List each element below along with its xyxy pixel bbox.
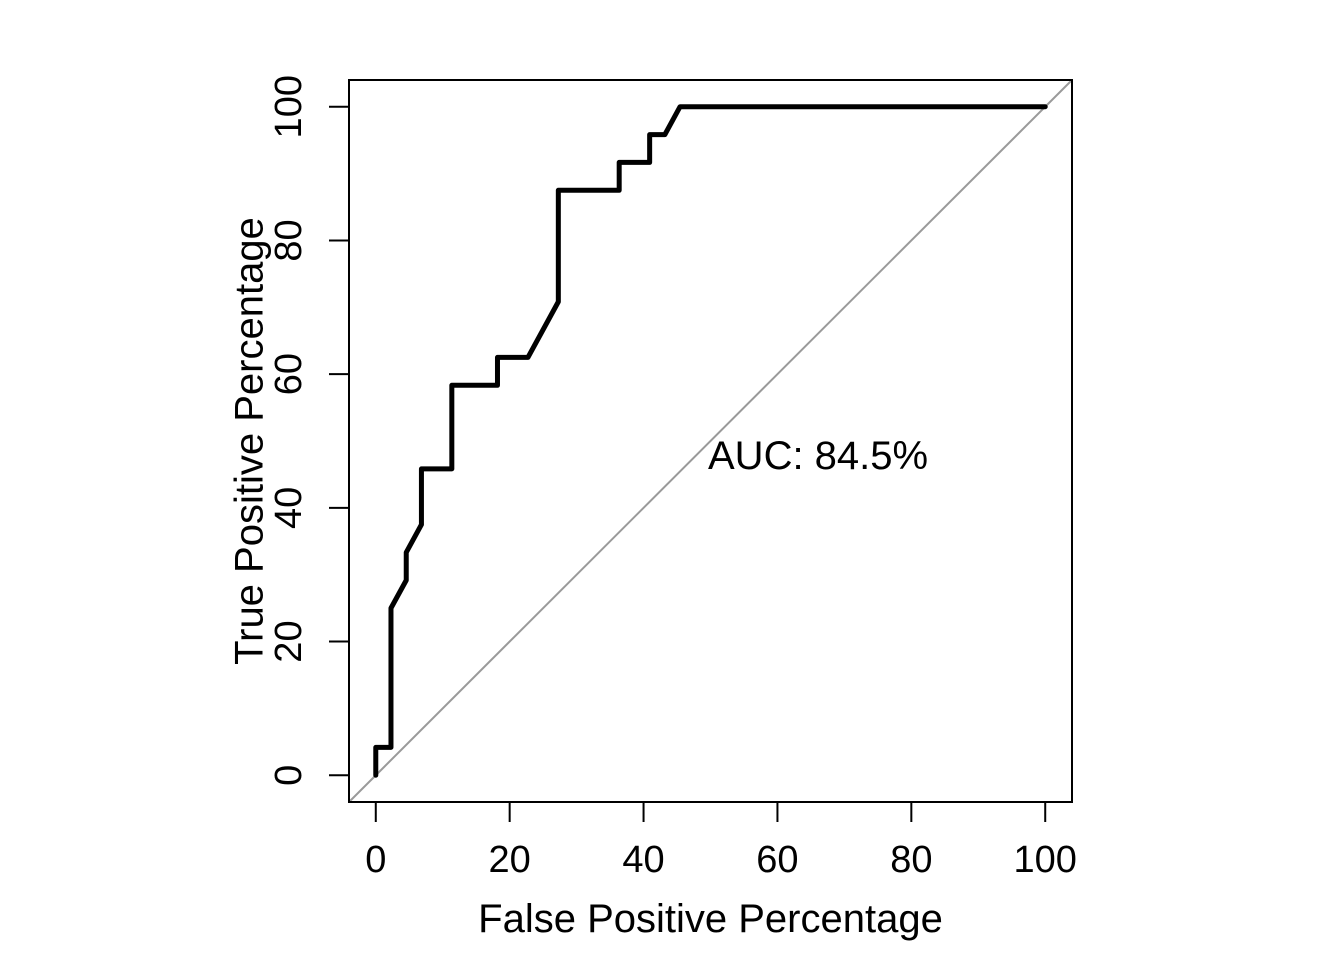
y-tick-label: 80 (268, 219, 310, 261)
y-tick-label: 100 (268, 75, 310, 138)
x-tick-label: 80 (890, 839, 932, 881)
y-tick-label: 40 (268, 487, 310, 529)
x-axis-title: False Positive Percentage (478, 897, 943, 941)
x-tick-label: 20 (489, 839, 531, 881)
x-tick-label: 0 (365, 839, 386, 881)
x-tick-label: 60 (756, 839, 798, 881)
y-tick-label: 60 (268, 353, 310, 395)
auc-annotation: AUC: 84.5% (708, 434, 929, 478)
x-tick-label: 100 (1014, 839, 1077, 881)
y-tick-label: 20 (268, 620, 310, 662)
roc-curve-path (373, 104, 1048, 778)
y-tick-label: 0 (268, 765, 310, 786)
x-tick-label: 40 (622, 839, 664, 881)
plot-box (348, 79, 1073, 803)
chance-diagonal-line (348, 79, 1073, 803)
y-axis-title: True Positive Percentage (227, 217, 272, 665)
